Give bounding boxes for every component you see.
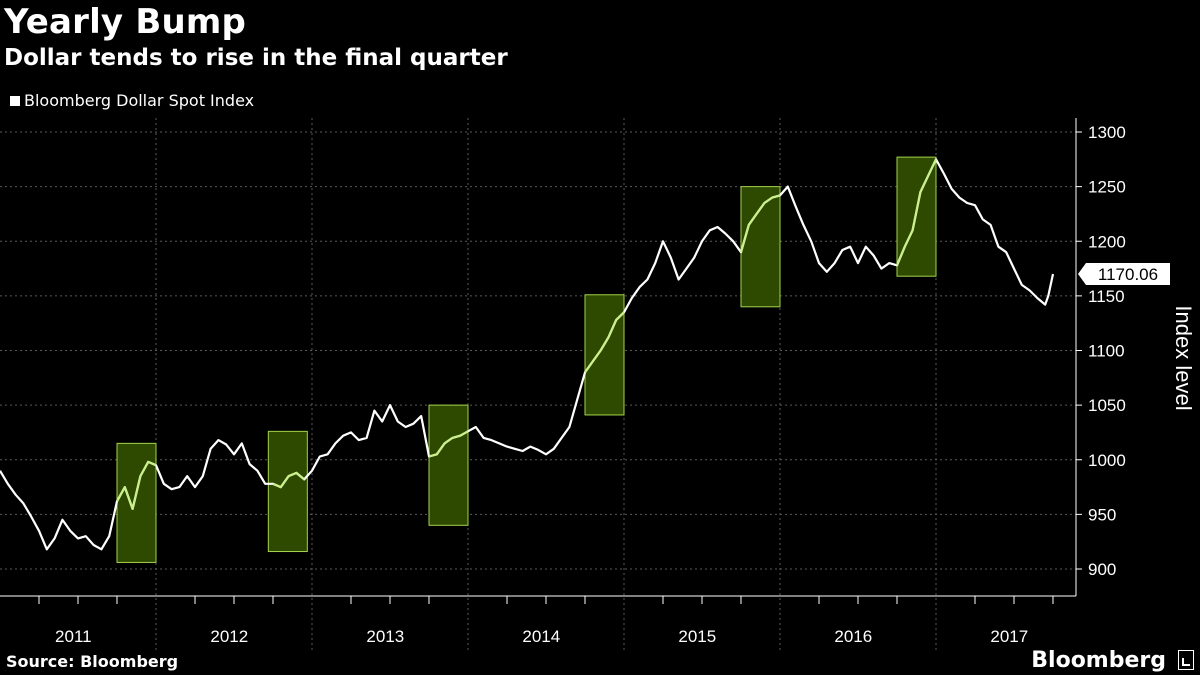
q4-highlight-4 <box>584 294 625 416</box>
chart-subtitle: Dollar tends to rise in the final quarte… <box>4 45 508 71</box>
chart-title: Yearly Bump <box>4 2 247 42</box>
x-tick-label-2012: 2012 <box>210 627 248 646</box>
y-tick-label-950: 950 <box>1088 505 1116 524</box>
q4-highlight-1 <box>116 442 157 563</box>
y-tick-label-1150: 1150 <box>1088 287 1125 306</box>
x-tick-label-2017: 2017 <box>990 627 1028 646</box>
y-tick-label-1250: 1250 <box>1088 178 1126 197</box>
highlight-series-segment-4 <box>584 311 625 374</box>
highlight-series-segment-6 <box>895 158 937 266</box>
highlight-series-segment-2 <box>272 471 305 489</box>
q4-highlight-3 <box>428 404 469 526</box>
legend-swatch <box>10 95 20 106</box>
series-line <box>0 158 1055 551</box>
x-tick-label-2011: 2011 <box>55 627 92 646</box>
terminal-icon <box>1178 650 1194 670</box>
y-tick-label-1050: 1050 <box>1088 396 1126 415</box>
highlight-series-segment-1 <box>116 460 157 510</box>
chart-legend: Bloomberg Dollar Spot Index <box>10 91 254 110</box>
legend-label: Bloomberg Dollar Spot Index <box>24 91 255 110</box>
highlight-series-segment-3 <box>428 430 469 458</box>
source-note: Source: Bloomberg <box>6 652 179 671</box>
y-axis-label: Index level <box>1171 305 1196 410</box>
y-tick-label-1200: 1200 <box>1088 232 1126 251</box>
brand-logo: Bloomberg <box>1031 648 1166 673</box>
y-tick-label-900: 900 <box>1088 560 1116 579</box>
y-tick-label-1100: 1100 <box>1088 342 1125 361</box>
x-tick-label-2014: 2014 <box>522 627 560 646</box>
last-value-callout <box>1078 262 1170 285</box>
highlight-layer <box>116 156 937 563</box>
q4-highlight-2 <box>267 430 308 553</box>
q4-highlight-5 <box>740 186 781 308</box>
line-layer <box>0 158 1055 551</box>
axis-layer: 900 950 1000 1050 1100 1150 1200 1250 1300 2011 20… <box>0 118 1196 646</box>
y-tick-label-1000: 1000 <box>1088 451 1126 470</box>
x-tick-label-2016: 2016 <box>834 627 872 646</box>
x-tick-label-2013: 2013 <box>366 627 404 646</box>
highlight-series-segment-5 <box>739 194 781 253</box>
last-value-label: 1170.06 <box>1098 265 1158 284</box>
y-tick-label-1300: 1300 <box>1088 123 1126 142</box>
x-tick-label-2015: 2015 <box>678 627 716 646</box>
